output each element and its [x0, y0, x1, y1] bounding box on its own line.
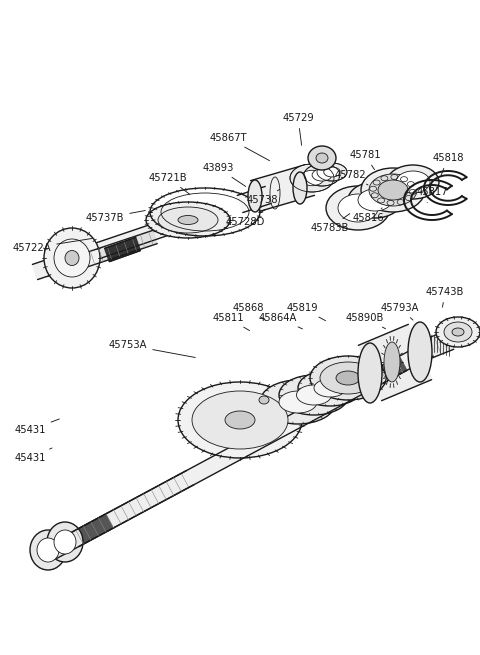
- Polygon shape: [105, 237, 140, 261]
- Text: 45781: 45781: [349, 150, 381, 170]
- Polygon shape: [421, 331, 454, 360]
- Text: 45722A: 45722A: [12, 238, 92, 253]
- Text: 45811: 45811: [212, 313, 250, 331]
- Text: 45816: 45816: [352, 208, 384, 223]
- Ellipse shape: [54, 530, 76, 554]
- Text: 43893: 43893: [202, 163, 246, 187]
- Ellipse shape: [358, 189, 392, 211]
- Ellipse shape: [338, 194, 378, 222]
- Ellipse shape: [30, 530, 66, 570]
- Text: 45738: 45738: [246, 189, 280, 205]
- Ellipse shape: [384, 342, 400, 382]
- Ellipse shape: [44, 228, 100, 288]
- Ellipse shape: [316, 153, 328, 163]
- Text: 45868: 45868: [232, 303, 266, 320]
- Text: 45782: 45782: [334, 170, 368, 185]
- Text: 45867T: 45867T: [209, 133, 270, 160]
- Polygon shape: [178, 442, 247, 489]
- Ellipse shape: [54, 239, 90, 277]
- Ellipse shape: [300, 170, 324, 186]
- Ellipse shape: [192, 391, 288, 449]
- Ellipse shape: [65, 250, 79, 265]
- Ellipse shape: [279, 391, 317, 413]
- Ellipse shape: [378, 180, 408, 200]
- Ellipse shape: [320, 362, 376, 394]
- Polygon shape: [240, 342, 433, 456]
- Ellipse shape: [336, 371, 360, 385]
- Ellipse shape: [259, 396, 269, 404]
- Polygon shape: [359, 324, 432, 401]
- Ellipse shape: [178, 215, 198, 225]
- Text: 45864A: 45864A: [259, 313, 302, 329]
- Text: 45817: 45817: [416, 187, 448, 202]
- Text: 45743B: 45743B: [426, 287, 464, 307]
- Ellipse shape: [436, 317, 480, 347]
- Ellipse shape: [387, 165, 439, 199]
- Ellipse shape: [178, 382, 302, 458]
- Ellipse shape: [444, 322, 472, 342]
- Ellipse shape: [324, 167, 340, 177]
- Ellipse shape: [248, 180, 262, 212]
- Ellipse shape: [326, 186, 390, 230]
- Ellipse shape: [47, 522, 83, 562]
- Ellipse shape: [260, 380, 336, 424]
- Ellipse shape: [358, 343, 382, 403]
- Text: 45818: 45818: [432, 153, 464, 176]
- Text: 45728D: 45728D: [225, 210, 265, 227]
- Text: 45793A: 45793A: [381, 303, 419, 320]
- Ellipse shape: [225, 411, 255, 429]
- Text: 45753A: 45753A: [109, 340, 195, 358]
- Ellipse shape: [317, 163, 347, 181]
- Ellipse shape: [279, 375, 349, 415]
- Ellipse shape: [298, 370, 362, 406]
- Text: 45819: 45819: [286, 303, 325, 321]
- Ellipse shape: [158, 207, 218, 233]
- Ellipse shape: [312, 169, 332, 181]
- Ellipse shape: [396, 171, 430, 193]
- Text: 45721B: 45721B: [149, 173, 190, 195]
- Polygon shape: [72, 514, 114, 546]
- Polygon shape: [78, 231, 157, 269]
- Ellipse shape: [310, 356, 386, 400]
- Ellipse shape: [408, 322, 432, 382]
- Polygon shape: [33, 221, 168, 280]
- Ellipse shape: [308, 146, 336, 170]
- Ellipse shape: [369, 174, 417, 206]
- Ellipse shape: [297, 385, 332, 405]
- Ellipse shape: [37, 538, 59, 562]
- Ellipse shape: [290, 164, 334, 192]
- Polygon shape: [237, 187, 271, 213]
- Ellipse shape: [361, 168, 425, 212]
- Ellipse shape: [304, 164, 340, 186]
- Text: 45737B: 45737B: [86, 210, 145, 223]
- Polygon shape: [49, 470, 194, 558]
- Ellipse shape: [452, 328, 464, 336]
- Ellipse shape: [293, 172, 307, 204]
- Text: 45431: 45431: [14, 448, 52, 463]
- Polygon shape: [107, 476, 185, 527]
- Text: 45890B: 45890B: [346, 313, 385, 329]
- Polygon shape: [355, 356, 407, 394]
- Text: 45783B: 45783B: [311, 214, 350, 233]
- Ellipse shape: [348, 182, 402, 218]
- Text: 45431: 45431: [14, 419, 60, 435]
- Ellipse shape: [146, 202, 230, 238]
- Polygon shape: [251, 164, 314, 212]
- Ellipse shape: [314, 379, 346, 397]
- Text: 45729: 45729: [282, 113, 314, 145]
